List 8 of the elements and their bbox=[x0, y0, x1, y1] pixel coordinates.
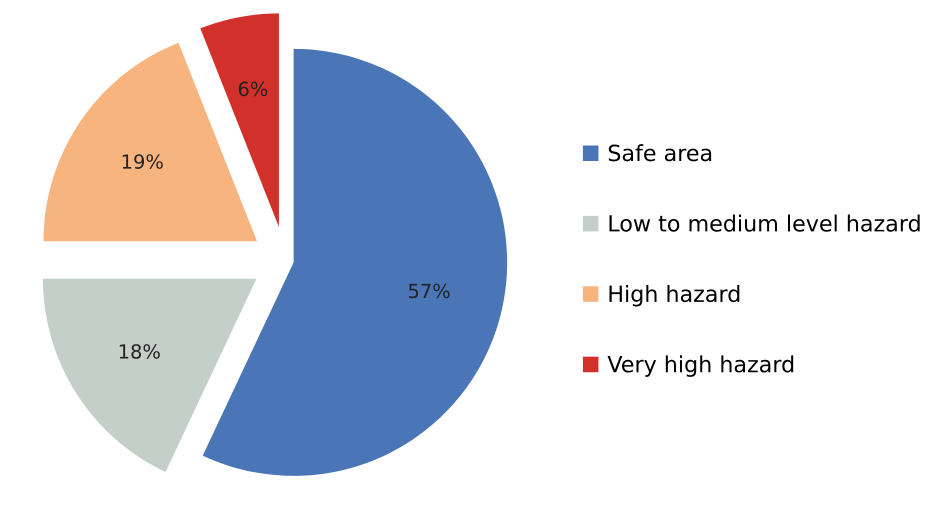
data-label: 18% bbox=[120, 344, 160, 359]
data-label: 19% bbox=[122, 154, 163, 169]
legend-label: Low to medium level hazard bbox=[610, 214, 920, 232]
legend-label: Very high hazard bbox=[608, 355, 794, 377]
data-label: 6% bbox=[238, 82, 268, 96]
data-label: 57% bbox=[408, 284, 450, 298]
legend-label: Safe area bbox=[608, 144, 712, 162]
legend-label: High hazard bbox=[610, 284, 740, 306]
